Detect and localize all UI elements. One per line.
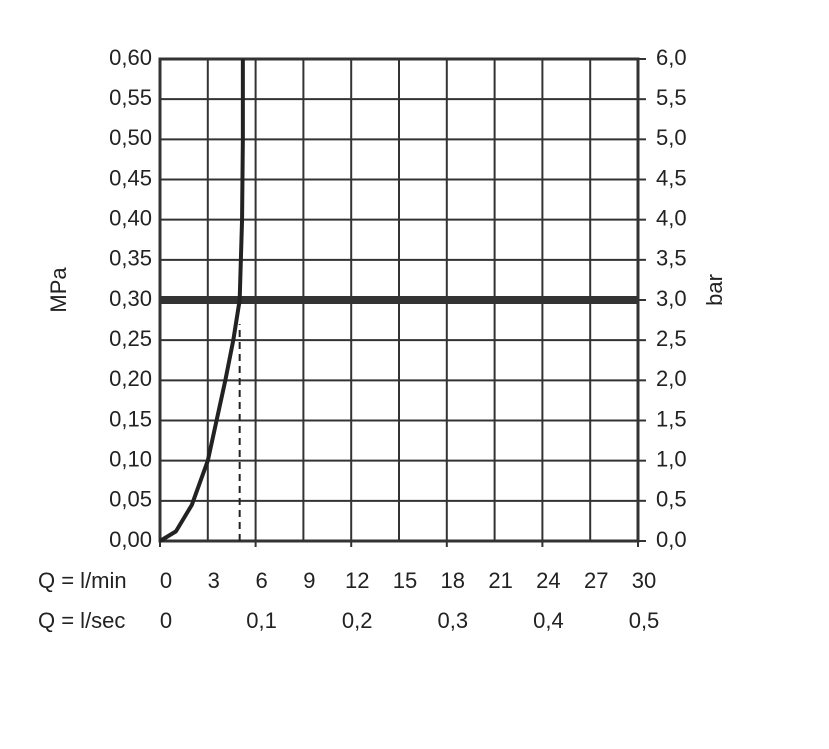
y-tick-label: 0,35 [109, 246, 152, 271]
x-tick-label: 6 [255, 568, 267, 593]
x-tick-label: 3 [208, 568, 220, 593]
y-tick-label: 0,40 [109, 205, 152, 230]
x2-tick-label: 0,5 [629, 608, 660, 633]
y-tick-label: 0,60 [109, 45, 152, 70]
y2-tick-label: 2,0 [656, 366, 687, 391]
y2-tick-label: 6,0 [656, 45, 687, 70]
y2-axis-label: bar [702, 274, 727, 306]
x-tick-label: 21 [488, 568, 512, 593]
x2-tick-label: 0,2 [342, 608, 373, 633]
y2-tick-label: 5,5 [656, 85, 687, 110]
x2-axis-label: Q = l/sec [38, 608, 125, 633]
y2-tick-label: 4,0 [656, 205, 687, 230]
x-tick-label: 27 [584, 568, 608, 593]
y2-tick-label: 3,0 [656, 286, 687, 311]
x-tick-label: 12 [345, 568, 369, 593]
y-tick-label: 0,45 [109, 165, 152, 190]
y-tick-label: 0,50 [109, 125, 152, 150]
y-tick-label: 0,10 [109, 446, 152, 471]
x2-tick-label: 0,3 [438, 608, 469, 633]
y-tick-label: 0,30 [109, 286, 152, 311]
x-tick-label: 0 [160, 568, 172, 593]
y2-tick-label: 4,5 [656, 165, 687, 190]
x-tick-label: 24 [536, 568, 560, 593]
x2-tick-label: 0,4 [533, 608, 564, 633]
y-tick-label: 0,00 [109, 527, 152, 552]
x2-tick-label: 0,1 [246, 608, 277, 633]
y2-tick-label: 3,5 [656, 246, 687, 271]
x-tick-label: 9 [303, 568, 315, 593]
x-tick-label: 30 [632, 568, 656, 593]
y-tick-label: 0,20 [109, 366, 152, 391]
y-axis-label: MPa [46, 267, 71, 313]
x-tick-label: 18 [441, 568, 465, 593]
x-axis-label: Q = l/min [38, 568, 127, 593]
y2-tick-label: 1,0 [656, 446, 687, 471]
y2-tick-label: 1,5 [656, 406, 687, 431]
y2-tick-label: 0,5 [656, 487, 687, 512]
curve [158, 59, 245, 543]
y-tick-label: 0,25 [109, 326, 152, 351]
y-tick-label: 0,05 [109, 487, 152, 512]
y2-tick-label: 5,0 [656, 125, 687, 150]
y2-tick-label: 2,5 [656, 326, 687, 351]
y2-tick-label: 0,0 [656, 527, 687, 552]
y-tick-label: 0,15 [109, 406, 152, 431]
y-tick-label: 0,55 [109, 85, 152, 110]
x-tick-label: 15 [393, 568, 417, 593]
x2-tick-label: 0 [160, 608, 172, 633]
